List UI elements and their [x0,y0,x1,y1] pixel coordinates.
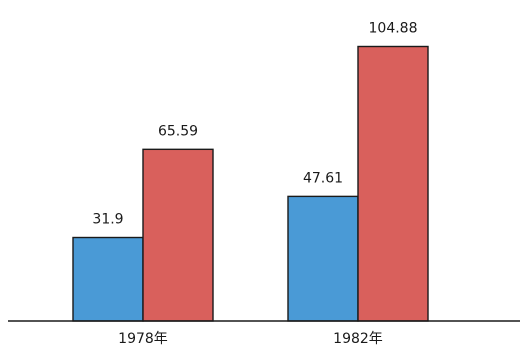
x-tick-label: 1982年 [333,331,383,347]
bar-1978年-series-2 [142,148,214,322]
value-label: 31.9 [92,212,123,228]
bar-1978年-series-1 [72,236,144,322]
value-label: 47.61 [303,170,343,186]
x-tick-labels-layer: 1978年 1982年 [118,331,383,347]
value-label: 65.59 [158,123,198,139]
value-label: 104.88 [369,20,418,36]
x-tick-label: 1978年 [118,331,168,347]
value-labels-layer: 31.9 65.59 47.61 104.88 [92,20,417,227]
bars-layer [72,45,429,322]
bar-1982年-series-1 [287,195,359,322]
bar-1982年-series-2 [357,45,429,322]
